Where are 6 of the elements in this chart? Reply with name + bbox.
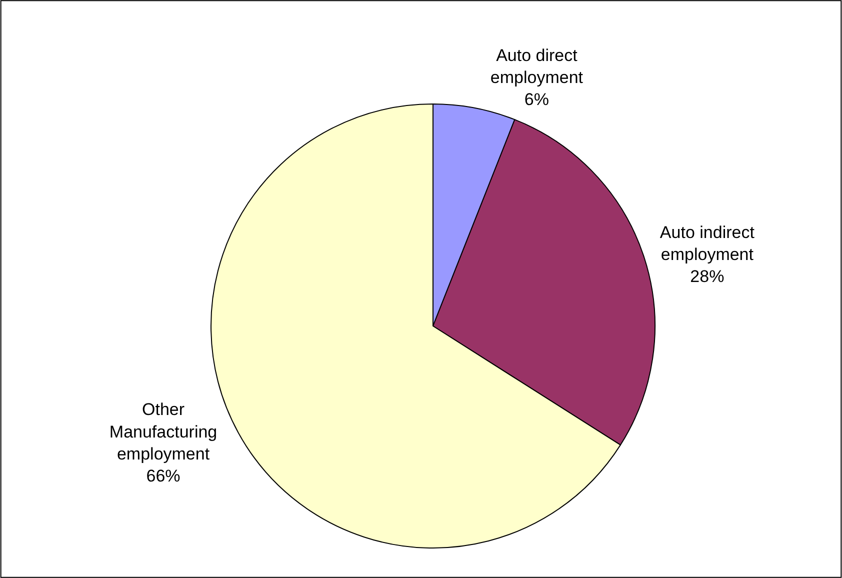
slice-label: Auto direct employment xyxy=(490,46,584,87)
data-label: 66% xyxy=(146,466,180,486)
slice-label: Other Manufacturing employment xyxy=(109,400,218,464)
data-label: 28% xyxy=(690,266,724,286)
slice-label: Auto indirect employment xyxy=(660,222,755,264)
data-label: 6% xyxy=(524,90,549,110)
